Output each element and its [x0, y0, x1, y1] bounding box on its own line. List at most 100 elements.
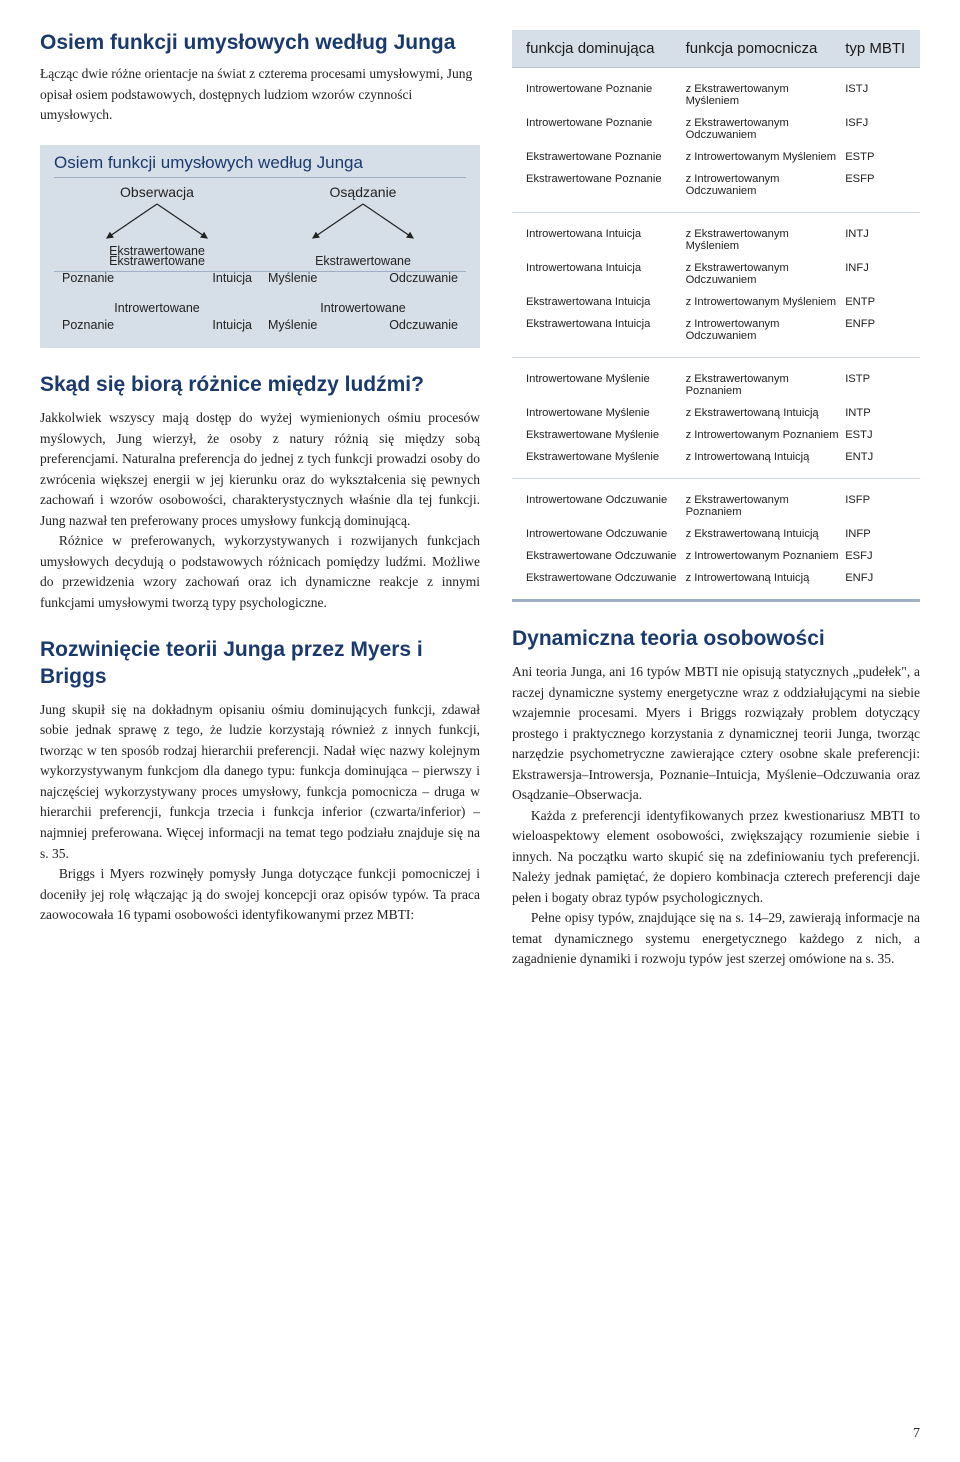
mbti-row: Introwertowana Intuicjaz Ekstrawertowany… — [526, 223, 906, 257]
mbti-row: Introwertowane Poznaniez Ekstrawertowany… — [526, 112, 906, 146]
mbti-cell: Introwertowana Intuicja — [526, 262, 686, 286]
mbti-header-cell: funkcja dominująca — [526, 40, 686, 57]
mbti-row: Ekstrawertowane Myśleniez Introwertowaną… — [526, 446, 906, 468]
diagram-box: Osiem funkcji umysłowych według Junga Ob… — [40, 145, 480, 348]
mbti-row: Introwertowane Odczuwaniez Ekstrawertowa… — [526, 489, 906, 523]
mbti-row: Ekstrawertowane Poznaniez Introwertowany… — [526, 168, 906, 202]
tree-arrows — [54, 200, 260, 244]
mbti-cell: ISFP — [845, 494, 906, 518]
mbti-row: Ekstrawertowana Intuicjaz Introwertowany… — [526, 313, 906, 347]
mbti-row: Ekstrawertowane Poznaniez Introwertowany… — [526, 146, 906, 168]
mbti-cell: z Ekstrawertowanym Myśleniem — [686, 228, 846, 252]
mbti-cell: ESFP — [845, 173, 906, 197]
body-paragraph: Różnice w preferowanych, wykorzystywanyc… — [40, 531, 480, 613]
body-paragraph: Jakkolwiek wszyscy mają dostęp do wyżej … — [40, 408, 480, 531]
mbti-cell: Introwertowane Poznanie — [526, 117, 686, 141]
mbti-cell: Introwertowana Intuicja — [526, 228, 686, 252]
tree-leaf: Myślenie — [268, 271, 317, 285]
tree-ext-left: Ekstrawertowane Poznanie Intuicja — [54, 254, 260, 285]
mbti-cell: z Introwertowanym Myśleniem — [686, 296, 846, 308]
mbti-cell: ENFP — [845, 318, 906, 342]
tree-int-left: Introwertowane Poznanie Intuicja — [54, 301, 260, 332]
mbti-cell: z Ekstrawertowanym Odczuwaniem — [686, 117, 846, 141]
mbti-table-header: funkcja dominująca funkcja pomocnicza ty… — [512, 30, 920, 68]
mbti-cell: INTP — [845, 407, 906, 419]
tree-leaf: Intuicja — [212, 271, 252, 285]
mbti-cell: ESTP — [845, 151, 906, 163]
mbti-cell: z Introwertowanym Poznaniem — [686, 429, 846, 441]
tree-arrows — [260, 200, 466, 244]
heading-h2: Rozwinięcie teorii Junga przez Myers i B… — [40, 637, 480, 690]
mbti-cell: Ekstrawertowane Poznanie — [526, 151, 686, 163]
left-column: Osiem funkcji umysłowych według Junga Łą… — [40, 30, 480, 970]
mbti-cell: ISFJ — [845, 117, 906, 141]
tree-int-right: Introwertowane Myślenie Odczuwanie — [260, 301, 466, 332]
mbti-cell: Ekstrawertowane Myślenie — [526, 429, 686, 441]
mbti-cell: z Introwertowaną Intuicją — [686, 451, 846, 463]
body-paragraph: Jung skupił się na dokładnym opisaniu oś… — [40, 700, 480, 864]
tree-leaf: Odczuwanie — [389, 318, 458, 332]
heading-h2: Skąd się biorą różnice między ludźmi? — [40, 372, 480, 398]
mbti-cell: Ekstrawertowana Intuicja — [526, 296, 686, 308]
mbti-table: funkcja dominująca funkcja pomocnicza ty… — [512, 30, 920, 602]
mbti-row: Introwertowane Myśleniez Ekstrawertowany… — [526, 368, 906, 402]
mbti-section: Introwertowane Myśleniez Ekstrawertowany… — [512, 358, 920, 479]
tree-leaf: Poznanie — [62, 271, 114, 285]
page-content: Osiem funkcji umysłowych według Junga Łą… — [0, 0, 960, 1000]
mbti-row: Introwertowana Intuicjaz Ekstrawertowany… — [526, 257, 906, 291]
tree-ext-right: Ekstrawertowane Myślenie Odczuwanie — [260, 254, 466, 285]
mbti-cell: ESFJ — [845, 550, 906, 562]
mbti-cell: z Ekstrawertowanym Myśleniem — [686, 83, 846, 107]
mbti-cell: z Ekstrawertowanym Poznaniem — [686, 373, 846, 397]
body-paragraph: Pełne opisy typów, znajdujące się na s. … — [512, 908, 920, 970]
mbti-row: Ekstrawertowane Odczuwaniez Introwertowa… — [526, 545, 906, 567]
intro-paragraph: Łącząc dwie różne orientacje na świat z … — [40, 64, 480, 125]
tree-head-left: Obserwacja — [54, 184, 260, 200]
mbti-cell: z Introwertowanym Poznaniem — [686, 550, 846, 562]
page-number: 7 — [913, 1426, 920, 1442]
tree-leaf: Intuicja — [212, 318, 252, 332]
mbti-cell: ENTJ — [845, 451, 906, 463]
right-column: funkcja dominująca funkcja pomocnicza ty… — [512, 30, 920, 970]
tree-leaf: Myślenie — [268, 318, 317, 332]
mbti-cell: INFP — [845, 528, 906, 540]
heading-h1: Osiem funkcji umysłowych według Junga — [40, 30, 480, 56]
mbti-row: Introwertowane Poznaniez Ekstrawertowany… — [526, 78, 906, 112]
mbti-cell: ENTP — [845, 296, 906, 308]
mbti-cell: INFJ — [845, 262, 906, 286]
body-paragraph: Każda z preferencji identyfikowanych prz… — [512, 806, 920, 909]
mbti-row: Ekstrawertowane Odczuwaniez Introwertowa… — [526, 567, 906, 589]
mbti-row: Introwertowane Myśleniez Ekstrawertowaną… — [526, 402, 906, 424]
mbti-cell: Introwertowane Poznanie — [526, 83, 686, 107]
body-paragraph: Briggs i Myers rozwinęły pomysły Junga d… — [40, 864, 480, 926]
heading-h2: Dynamiczna teoria osobowości — [512, 626, 920, 652]
mbti-cell: Introwertowane Myślenie — [526, 407, 686, 419]
mbti-cell: ENFJ — [845, 572, 906, 584]
mbti-cell: Introwertowane Odczuwanie — [526, 494, 686, 518]
mbti-cell: Ekstrawertowane Odczuwanie — [526, 550, 686, 562]
mbti-cell: Ekstrawertowane Myślenie — [526, 451, 686, 463]
mbti-cell: Ekstrawertowana Intuicja — [526, 318, 686, 342]
mbti-cell: z Ekstrawertowaną Intuicją — [686, 528, 846, 540]
mbti-cell: INTJ — [845, 228, 906, 252]
mbti-cell: ISTJ — [845, 83, 906, 107]
mbti-header-cell: typ MBTI — [845, 40, 906, 57]
mbti-cell: z Introwertowanym Odczuwaniem — [686, 318, 846, 342]
mbti-cell: z Ekstrawertowanym Poznaniem — [686, 494, 846, 518]
mbti-cell: Ekstrawertowane Odczuwanie — [526, 572, 686, 584]
mbti-cell: Introwertowane Odczuwanie — [526, 528, 686, 540]
mbti-row: Introwertowane Odczuwaniez Ekstrawertowa… — [526, 523, 906, 545]
mbti-header-cell: funkcja pomocnicza — [686, 40, 846, 57]
mbti-row: Ekstrawertowana Intuicjaz Introwertowany… — [526, 291, 906, 313]
mbti-cell: z Introwertowanym Myśleniem — [686, 151, 846, 163]
mbti-section: Introwertowane Odczuwaniez Ekstrawertowa… — [512, 479, 920, 602]
mbti-cell: Ekstrawertowane Poznanie — [526, 173, 686, 197]
mbti-cell: ISTP — [845, 373, 906, 397]
mbti-cell: z Ekstrawertowaną Intuicją — [686, 407, 846, 419]
mbti-cell: z Introwertowanym Odczuwaniem — [686, 173, 846, 197]
diagram-title: Osiem funkcji umysłowych według Junga — [54, 153, 466, 173]
tree-head-right: Osądzanie — [260, 184, 466, 200]
mbti-cell: z Introwertowaną Intuicją — [686, 572, 846, 584]
mbti-section: Introwertowane Poznaniez Ekstrawertowany… — [512, 68, 920, 213]
mbti-cell: ESTJ — [845, 429, 906, 441]
